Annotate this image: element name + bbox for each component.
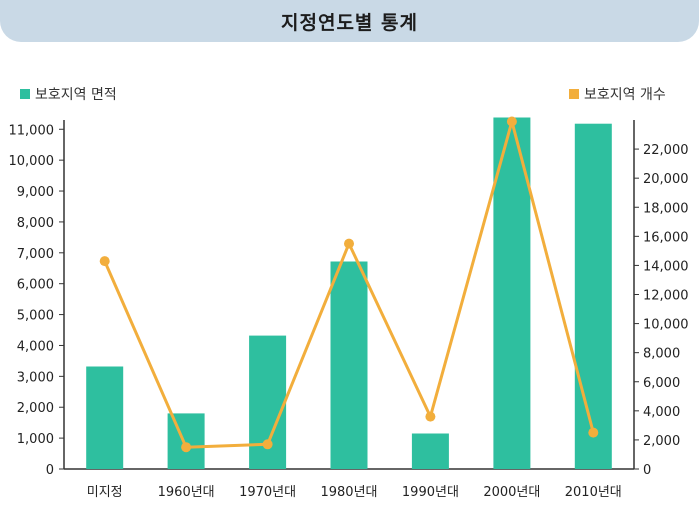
left-tick-label-1: 1,000 — [17, 432, 54, 447]
legend: 보호지역 면적 보호지역 개수 — [20, 87, 666, 103]
left-tick-label-3: 3,000 — [17, 370, 54, 385]
left-tick-label-11: 11,000 — [9, 123, 55, 138]
count-point-4 — [425, 411, 436, 422]
right-tick-label-0: 0 — [643, 463, 651, 478]
left-tick-label-9: 9,000 — [17, 185, 54, 200]
right-tick-label-2: 4,000 — [643, 405, 680, 420]
right-tick-label-6: 12,000 — [643, 289, 689, 304]
bar-0 — [86, 366, 124, 469]
count-point-0 — [99, 256, 110, 267]
left-tick-label-10: 10,000 — [9, 154, 55, 169]
legend-swatch-count — [569, 89, 579, 99]
count-point-1 — [181, 442, 192, 453]
legend-label-area: 보호지역 면적 — [35, 87, 117, 103]
count-point-3 — [344, 238, 354, 249]
left-tick-label-0: 0 — [46, 463, 54, 478]
line-series — [99, 116, 599, 453]
chart-title: 지정연도별 통계 — [281, 11, 418, 34]
right-tick-label-9: 18,000 — [643, 201, 689, 216]
left-tick-label-7: 7,000 — [17, 247, 54, 262]
right-tick-label-7: 14,000 — [643, 259, 689, 274]
right-tick-label-5: 10,000 — [643, 318, 689, 333]
right-tick-label-4: 8,000 — [643, 347, 680, 362]
left-tick-label-6: 6,000 — [17, 278, 54, 293]
left-axis-ticks: 0 1,000 2,000 3,000 4,000 5,000 6,000 7,000 8,00… — [9, 123, 64, 478]
bar-6 — [574, 123, 612, 469]
left-tick-label-2: 2,000 — [17, 401, 54, 416]
x-tick-label-1: 1960년대 — [158, 485, 215, 500]
bar-3 — [330, 261, 368, 469]
count-point-5 — [506, 116, 517, 127]
x-axis-ticks: 미지정 1960년대 1970년대 1980년대 1990년대 2000년대 2010년대 — [87, 485, 622, 500]
count-point-2 — [262, 439, 273, 450]
left-tick-label-8: 8,000 — [17, 216, 54, 231]
x-tick-label-4: 1990년대 — [402, 485, 459, 500]
x-tick-label-5: 2000년대 — [483, 485, 540, 500]
right-axis-ticks: 0 2,000 4,000 6,000 8,000 10,000 12,000 14,000 1… — [634, 143, 689, 478]
right-tick-label-8: 16,000 — [643, 230, 689, 245]
right-tick-label-10: 20,000 — [643, 172, 689, 187]
legend-label-count: 보호지역 개수 — [584, 87, 666, 103]
left-tick-label-4: 4,000 — [17, 339, 54, 354]
bar-4 — [411, 433, 449, 469]
x-tick-label-3: 1980년대 — [320, 485, 377, 500]
bar-series — [86, 117, 612, 469]
x-tick-label-2: 1970년대 — [239, 485, 296, 500]
count-point-6 — [588, 427, 599, 438]
header-bar: 지정연도별 통계 — [0, 0, 699, 42]
x-tick-label-0: 미지정 — [87, 485, 123, 500]
legend-swatch-area — [20, 89, 30, 99]
x-tick-label-6: 2010년대 — [565, 485, 622, 500]
right-tick-label-3: 6,000 — [643, 376, 680, 391]
right-tick-label-1: 2,000 — [643, 434, 680, 449]
bar-5 — [493, 117, 531, 469]
bar-1 — [167, 413, 205, 469]
left-tick-label-5: 5,000 — [17, 309, 54, 324]
right-tick-label-11: 22,000 — [643, 143, 689, 158]
